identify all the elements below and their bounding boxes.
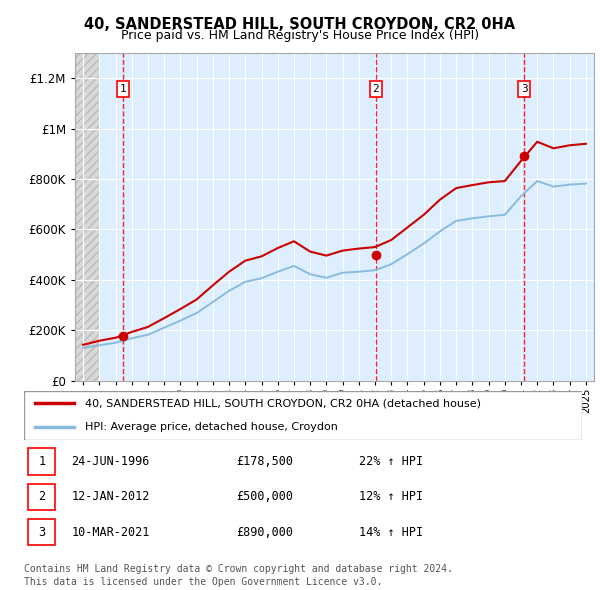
Text: Contains HM Land Registry data © Crown copyright and database right 2024.
This d: Contains HM Land Registry data © Crown c…	[24, 564, 453, 587]
Bar	[75, 53, 100, 381]
Text: Price paid vs. HM Land Registry's House Price Index (HPI): Price paid vs. HM Land Registry's House …	[121, 30, 479, 42]
Text: £890,000: £890,000	[236, 526, 293, 539]
Text: 2: 2	[373, 84, 379, 94]
FancyBboxPatch shape	[28, 484, 55, 510]
Text: 14% ↑ HPI: 14% ↑ HPI	[359, 526, 423, 539]
Text: 22% ↑ HPI: 22% ↑ HPI	[359, 455, 423, 468]
FancyBboxPatch shape	[24, 391, 582, 440]
Text: 3: 3	[38, 526, 46, 539]
Text: 1: 1	[120, 84, 127, 94]
FancyBboxPatch shape	[28, 448, 55, 474]
Text: HPI: Average price, detached house, Croydon: HPI: Average price, detached house, Croy…	[85, 422, 338, 432]
Text: 40, SANDERSTEAD HILL, SOUTH CROYDON, CR2 0HA (detached house): 40, SANDERSTEAD HILL, SOUTH CROYDON, CR2…	[85, 398, 481, 408]
Text: 12% ↑ HPI: 12% ↑ HPI	[359, 490, 423, 503]
Text: 1: 1	[38, 455, 46, 468]
Text: 24-JUN-1996: 24-JUN-1996	[71, 455, 150, 468]
Text: 2: 2	[38, 490, 46, 503]
Text: £178,500: £178,500	[236, 455, 293, 468]
Text: 3: 3	[521, 84, 527, 94]
Text: 40, SANDERSTEAD HILL, SOUTH CROYDON, CR2 0HA: 40, SANDERSTEAD HILL, SOUTH CROYDON, CR2…	[85, 17, 515, 31]
Text: £500,000: £500,000	[236, 490, 293, 503]
Text: 12-JAN-2012: 12-JAN-2012	[71, 490, 150, 503]
FancyBboxPatch shape	[28, 519, 55, 545]
Text: 10-MAR-2021: 10-MAR-2021	[71, 526, 150, 539]
